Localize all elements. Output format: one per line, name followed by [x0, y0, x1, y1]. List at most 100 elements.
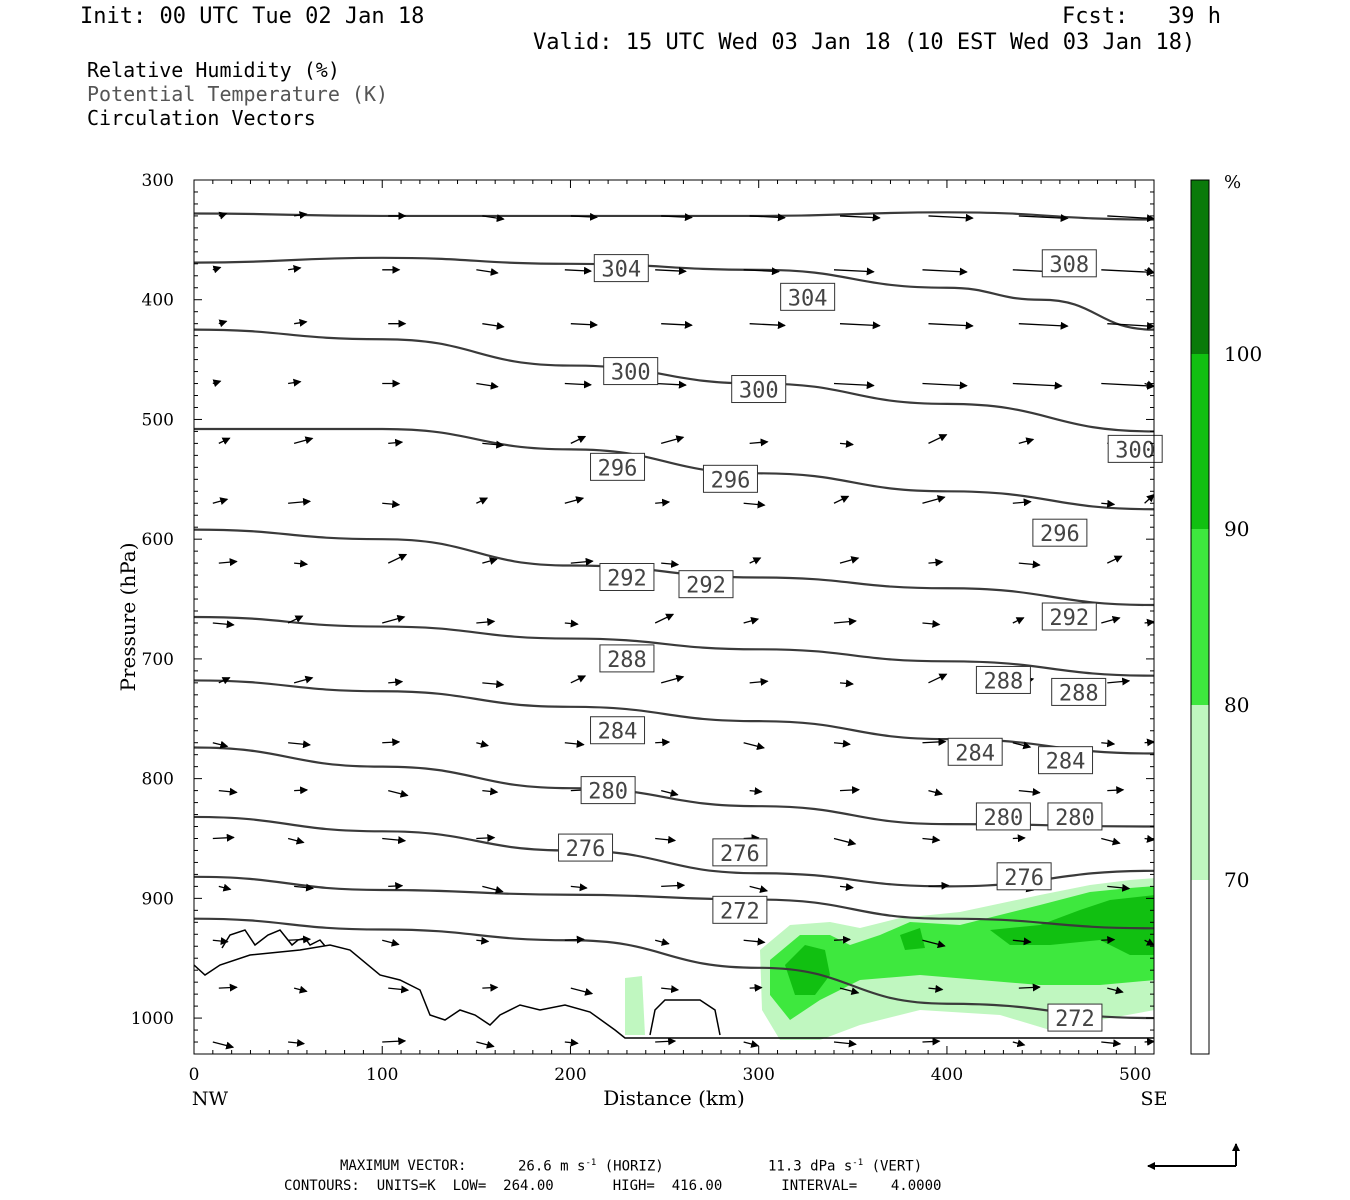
circulation-vector: [564, 380, 592, 389]
y-axis-title: Pressure (hPa): [116, 543, 140, 692]
circulation-vector: [928, 984, 944, 993]
legend-circulation-vectors: Circulation Vectors: [87, 106, 316, 130]
circulation-vector: [482, 983, 499, 992]
isentrope-label-276: 276: [996, 862, 1052, 891]
colorbar-segment: [1191, 529, 1209, 705]
isentrope-label-304: 304: [780, 282, 836, 311]
circulation-vector: [288, 1038, 306, 1047]
circulation-vector: [1101, 837, 1121, 846]
circulation-vector: [1012, 834, 1026, 843]
rh-outline-2: [649, 999, 721, 1036]
circulation-vector: [564, 935, 585, 944]
circulation-vector: [1012, 937, 1032, 946]
isentrope-276: [194, 875, 1154, 930]
circulation-vector: [1012, 617, 1025, 625]
circulation-vector: [749, 438, 769, 447]
circulation-vector: [928, 321, 974, 330]
colorbar-segment: [1191, 705, 1209, 880]
colorbar-label: 70: [1224, 868, 1249, 892]
circulation-vector: [288, 497, 312, 506]
circulation-vector: [482, 787, 499, 796]
circulation-vector: [1101, 499, 1116, 508]
svg-text:276: 276: [720, 842, 760, 867]
circulation-vector: [294, 883, 315, 892]
isentrope-label-304: 304: [593, 254, 649, 283]
circulation-vector: [570, 212, 598, 221]
circulation-vector: [928, 788, 944, 797]
circulation-vector: [388, 985, 410, 994]
circulation-vectors: [212, 211, 1154, 1050]
svg-text:288: 288: [607, 648, 647, 673]
colorbar-segment: [1191, 354, 1209, 529]
circulation-vector: [661, 320, 693, 329]
circulation-vector: [839, 987, 860, 995]
isentrope-label-284: 284: [1038, 746, 1094, 775]
isentrope-label-292: 292: [599, 562, 655, 591]
circulation-vector: [928, 558, 944, 567]
isentrope-label-308: 308: [1041, 249, 1097, 278]
circulation-vector: [654, 613, 675, 624]
svg-text:300: 300: [739, 379, 779, 404]
circulation-vector: [839, 439, 854, 448]
y-tick-label: 300: [142, 171, 174, 191]
rh-70-contour-outline: [221, 929, 326, 949]
circulation-vector: [1107, 883, 1131, 892]
svg-text:280: 280: [984, 806, 1024, 831]
circulation-vector: [476, 268, 499, 276]
circulation-vector: [212, 833, 235, 842]
circulation-vector: [476, 936, 490, 945]
circulation-vector: [288, 378, 302, 387]
svg-text:284: 284: [598, 720, 638, 745]
svg-text:280: 280: [1055, 806, 1095, 831]
circulation-vector: [661, 985, 680, 994]
circulation-vector: [570, 557, 594, 566]
circulation-vector: [482, 885, 504, 894]
circulation-vector: [655, 1037, 677, 1046]
circulation-vector: [382, 614, 406, 624]
circulation-vector: [1012, 381, 1063, 390]
circulation-vector: [655, 938, 670, 946]
isentrope-label-288: 288: [599, 644, 655, 673]
circulation-vector: [839, 213, 881, 222]
circulation-vector: [1144, 834, 1154, 843]
svg-text:300: 300: [611, 361, 651, 386]
circulation-vector: [218, 211, 228, 220]
circulation-vector: [922, 381, 968, 390]
svg-text:288: 288: [984, 669, 1024, 694]
circulation-vector: [218, 558, 238, 567]
init-time: Init: 00 UTC Tue 02 Jan 18: [80, 4, 425, 29]
circulation-vector: [922, 495, 946, 504]
rh-70-area-2: [625, 976, 645, 1035]
circulation-vector: [743, 1040, 760, 1048]
rh-90-area-3: [900, 928, 925, 950]
circulation-vector: [743, 616, 760, 625]
circulation-vector: [1018, 214, 1069, 223]
circulation-vector: [1107, 677, 1131, 686]
x-tick-label: 400: [931, 1065, 963, 1085]
circulation-vector: [1012, 741, 1032, 750]
circulation-vector: [1018, 321, 1069, 330]
circulation-vector: [476, 497, 489, 505]
circulation-vector: [833, 617, 857, 626]
svg-text:308: 308: [1049, 253, 1089, 278]
circulation-vector: [833, 381, 875, 390]
isentrope-label-300: 300: [1107, 434, 1163, 463]
circulation-vector: [294, 559, 309, 568]
circulation-vector: [1144, 266, 1154, 275]
x-tick-label: 500: [1119, 1065, 1151, 1085]
colorbar-label: 90: [1224, 517, 1249, 541]
circulation-vector: [655, 835, 677, 844]
circulation-vector: [570, 320, 598, 329]
plot-frame: [193, 179, 1155, 1055]
circulation-vector: [749, 557, 762, 565]
isentrope-label-284: 284: [947, 737, 1003, 766]
y-tick-label: 500: [142, 410, 174, 430]
circulation-vector: [482, 680, 505, 689]
circulation-vector: [1144, 380, 1154, 389]
svg-text:276: 276: [1004, 866, 1044, 891]
circulation-vector: [212, 497, 229, 505]
rh-90-area: [785, 945, 830, 995]
colorbar-segment: [1191, 880, 1209, 1054]
circulation-vector: [743, 937, 766, 946]
svg-text:292: 292: [607, 566, 647, 591]
